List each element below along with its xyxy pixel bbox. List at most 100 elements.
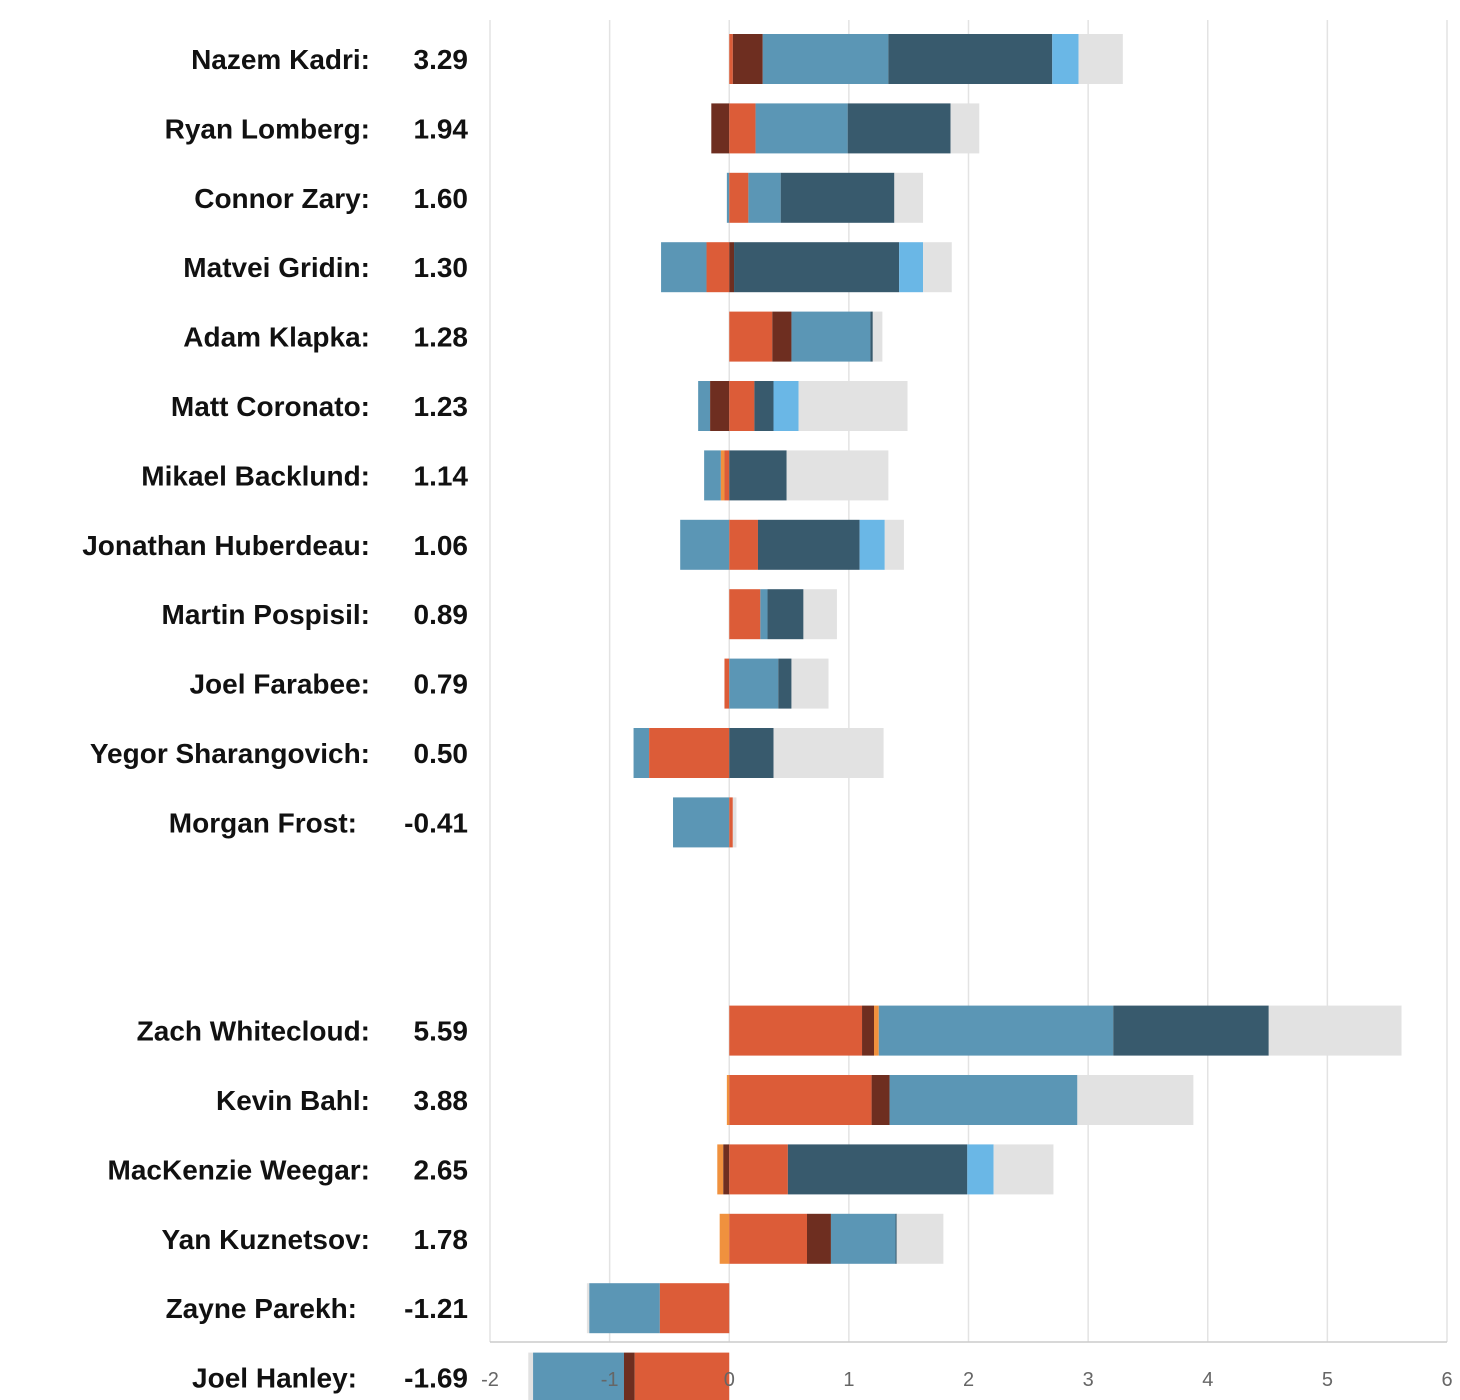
bar-segment	[729, 589, 761, 640]
bar-segment	[767, 589, 804, 640]
player-bar	[698, 381, 908, 431]
bar-segment	[661, 242, 707, 293]
bar-segment	[623, 1352, 635, 1400]
bar-segment	[698, 381, 711, 431]
bar-segment	[589, 1283, 660, 1334]
bar-segment	[729, 1213, 808, 1264]
player-bar	[586, 1283, 730, 1334]
bar-segment	[1113, 1005, 1269, 1056]
x-tick-label: 5	[1322, 1369, 1333, 1391]
bar-segment	[734, 242, 900, 293]
player-total: 0.50	[414, 738, 469, 769]
bar-segment	[807, 1213, 831, 1264]
player-bar	[680, 519, 904, 570]
bar-segment	[528, 1352, 534, 1400]
bar-segment	[847, 103, 951, 154]
player-total: 1.60	[414, 183, 469, 214]
bar-segment	[732, 797, 737, 848]
player-name: Mikael Backlund:	[141, 460, 370, 491]
bar-segment	[726, 1075, 730, 1125]
player-total: 1.28	[414, 322, 469, 353]
bar-segment	[773, 381, 799, 431]
player-bar	[719, 1213, 944, 1264]
bar-segment	[803, 589, 837, 640]
player-total: 3.29	[414, 44, 469, 75]
bar-segment	[798, 381, 908, 431]
bar-segment	[717, 1144, 724, 1195]
bar-segment	[729, 797, 733, 848]
bar-segment	[659, 1283, 730, 1334]
player-total: 3.88	[414, 1085, 469, 1116]
player-total: 2.65	[414, 1154, 469, 1185]
bar-segment	[533, 1352, 624, 1400]
bar-segment	[748, 172, 781, 223]
player-name: Joel Hanley:	[192, 1363, 357, 1394]
bar-segment	[754, 381, 774, 431]
player-bar	[724, 658, 829, 709]
bar-segment	[719, 1213, 730, 1264]
bar-segment	[778, 658, 792, 709]
bar-segment	[780, 172, 895, 223]
player-bar	[729, 34, 1123, 84]
bar-segment	[729, 450, 787, 501]
bar-segment	[923, 242, 952, 293]
player-name: Connor Zary:	[194, 183, 370, 214]
player-bar	[704, 450, 889, 501]
player-total: 0.89	[414, 599, 469, 630]
bar-segment	[704, 450, 721, 501]
bar-segment	[729, 311, 773, 362]
x-tick-label: -1	[601, 1369, 619, 1391]
bar-segment	[634, 1352, 730, 1400]
player-bar	[661, 242, 952, 293]
x-tick-label: 1	[843, 1369, 854, 1391]
player-name: Nazem Kadri:	[191, 44, 370, 75]
player-name: Morgan Frost:	[169, 807, 357, 838]
bar-segment	[993, 1144, 1054, 1195]
bar-segment	[729, 172, 749, 223]
bar-segment	[830, 1213, 896, 1264]
player-total: 0.79	[414, 669, 469, 700]
player-total: 1.94	[414, 113, 469, 144]
bar-segment	[729, 1005, 863, 1056]
player-total: -1.21	[404, 1293, 468, 1324]
x-tick-label: 3	[1083, 1369, 1094, 1391]
player-total: 5.59	[414, 1016, 469, 1047]
bar-segment	[649, 728, 730, 778]
bar-segment	[673, 797, 730, 848]
bar-segment	[791, 311, 871, 362]
player-total: 1.78	[414, 1224, 469, 1255]
player-name: Ryan Lomberg:	[165, 113, 370, 144]
bar-segment	[724, 658, 730, 709]
player-name: Matt Coronato:	[171, 391, 370, 422]
bar-segment	[711, 103, 730, 154]
player-bar	[726, 1075, 1194, 1125]
player-name: Martin Pospisil:	[162, 599, 370, 630]
bar-segment	[723, 1144, 730, 1195]
bar-segment	[726, 172, 730, 223]
player-labels: Nazem Kadri: 3.29 Ryan Lomberg: 1.94 Connor …	[82, 44, 468, 1394]
player-name: MacKenzie Weegar:	[108, 1154, 370, 1185]
bar-segment	[706, 242, 730, 293]
bar-segment	[773, 728, 884, 778]
bar-segment	[729, 519, 758, 570]
bar-segment	[762, 34, 889, 84]
bar-segment	[1268, 1005, 1402, 1056]
bar-segment	[896, 1213, 944, 1264]
bar-segment	[967, 1144, 994, 1195]
player-total: -0.41	[404, 807, 468, 838]
player-name: Adam Klapka:	[183, 322, 370, 353]
bar-segment	[787, 1144, 968, 1195]
bar-segment	[888, 34, 1053, 84]
bar-segment	[899, 242, 924, 293]
bar-segment	[884, 519, 904, 570]
player-name: Jonathan Huberdeau:	[82, 530, 370, 561]
bar-segment	[859, 519, 885, 570]
player-total: -1.69	[404, 1363, 468, 1394]
bar-segment	[772, 311, 792, 362]
bar-segment	[729, 1144, 788, 1195]
player-total: 1.14	[414, 460, 469, 491]
bar-segment	[1052, 34, 1079, 84]
player-total: 1.06	[414, 530, 469, 561]
bar-segment	[872, 311, 883, 362]
bar-segment	[873, 1005, 879, 1056]
